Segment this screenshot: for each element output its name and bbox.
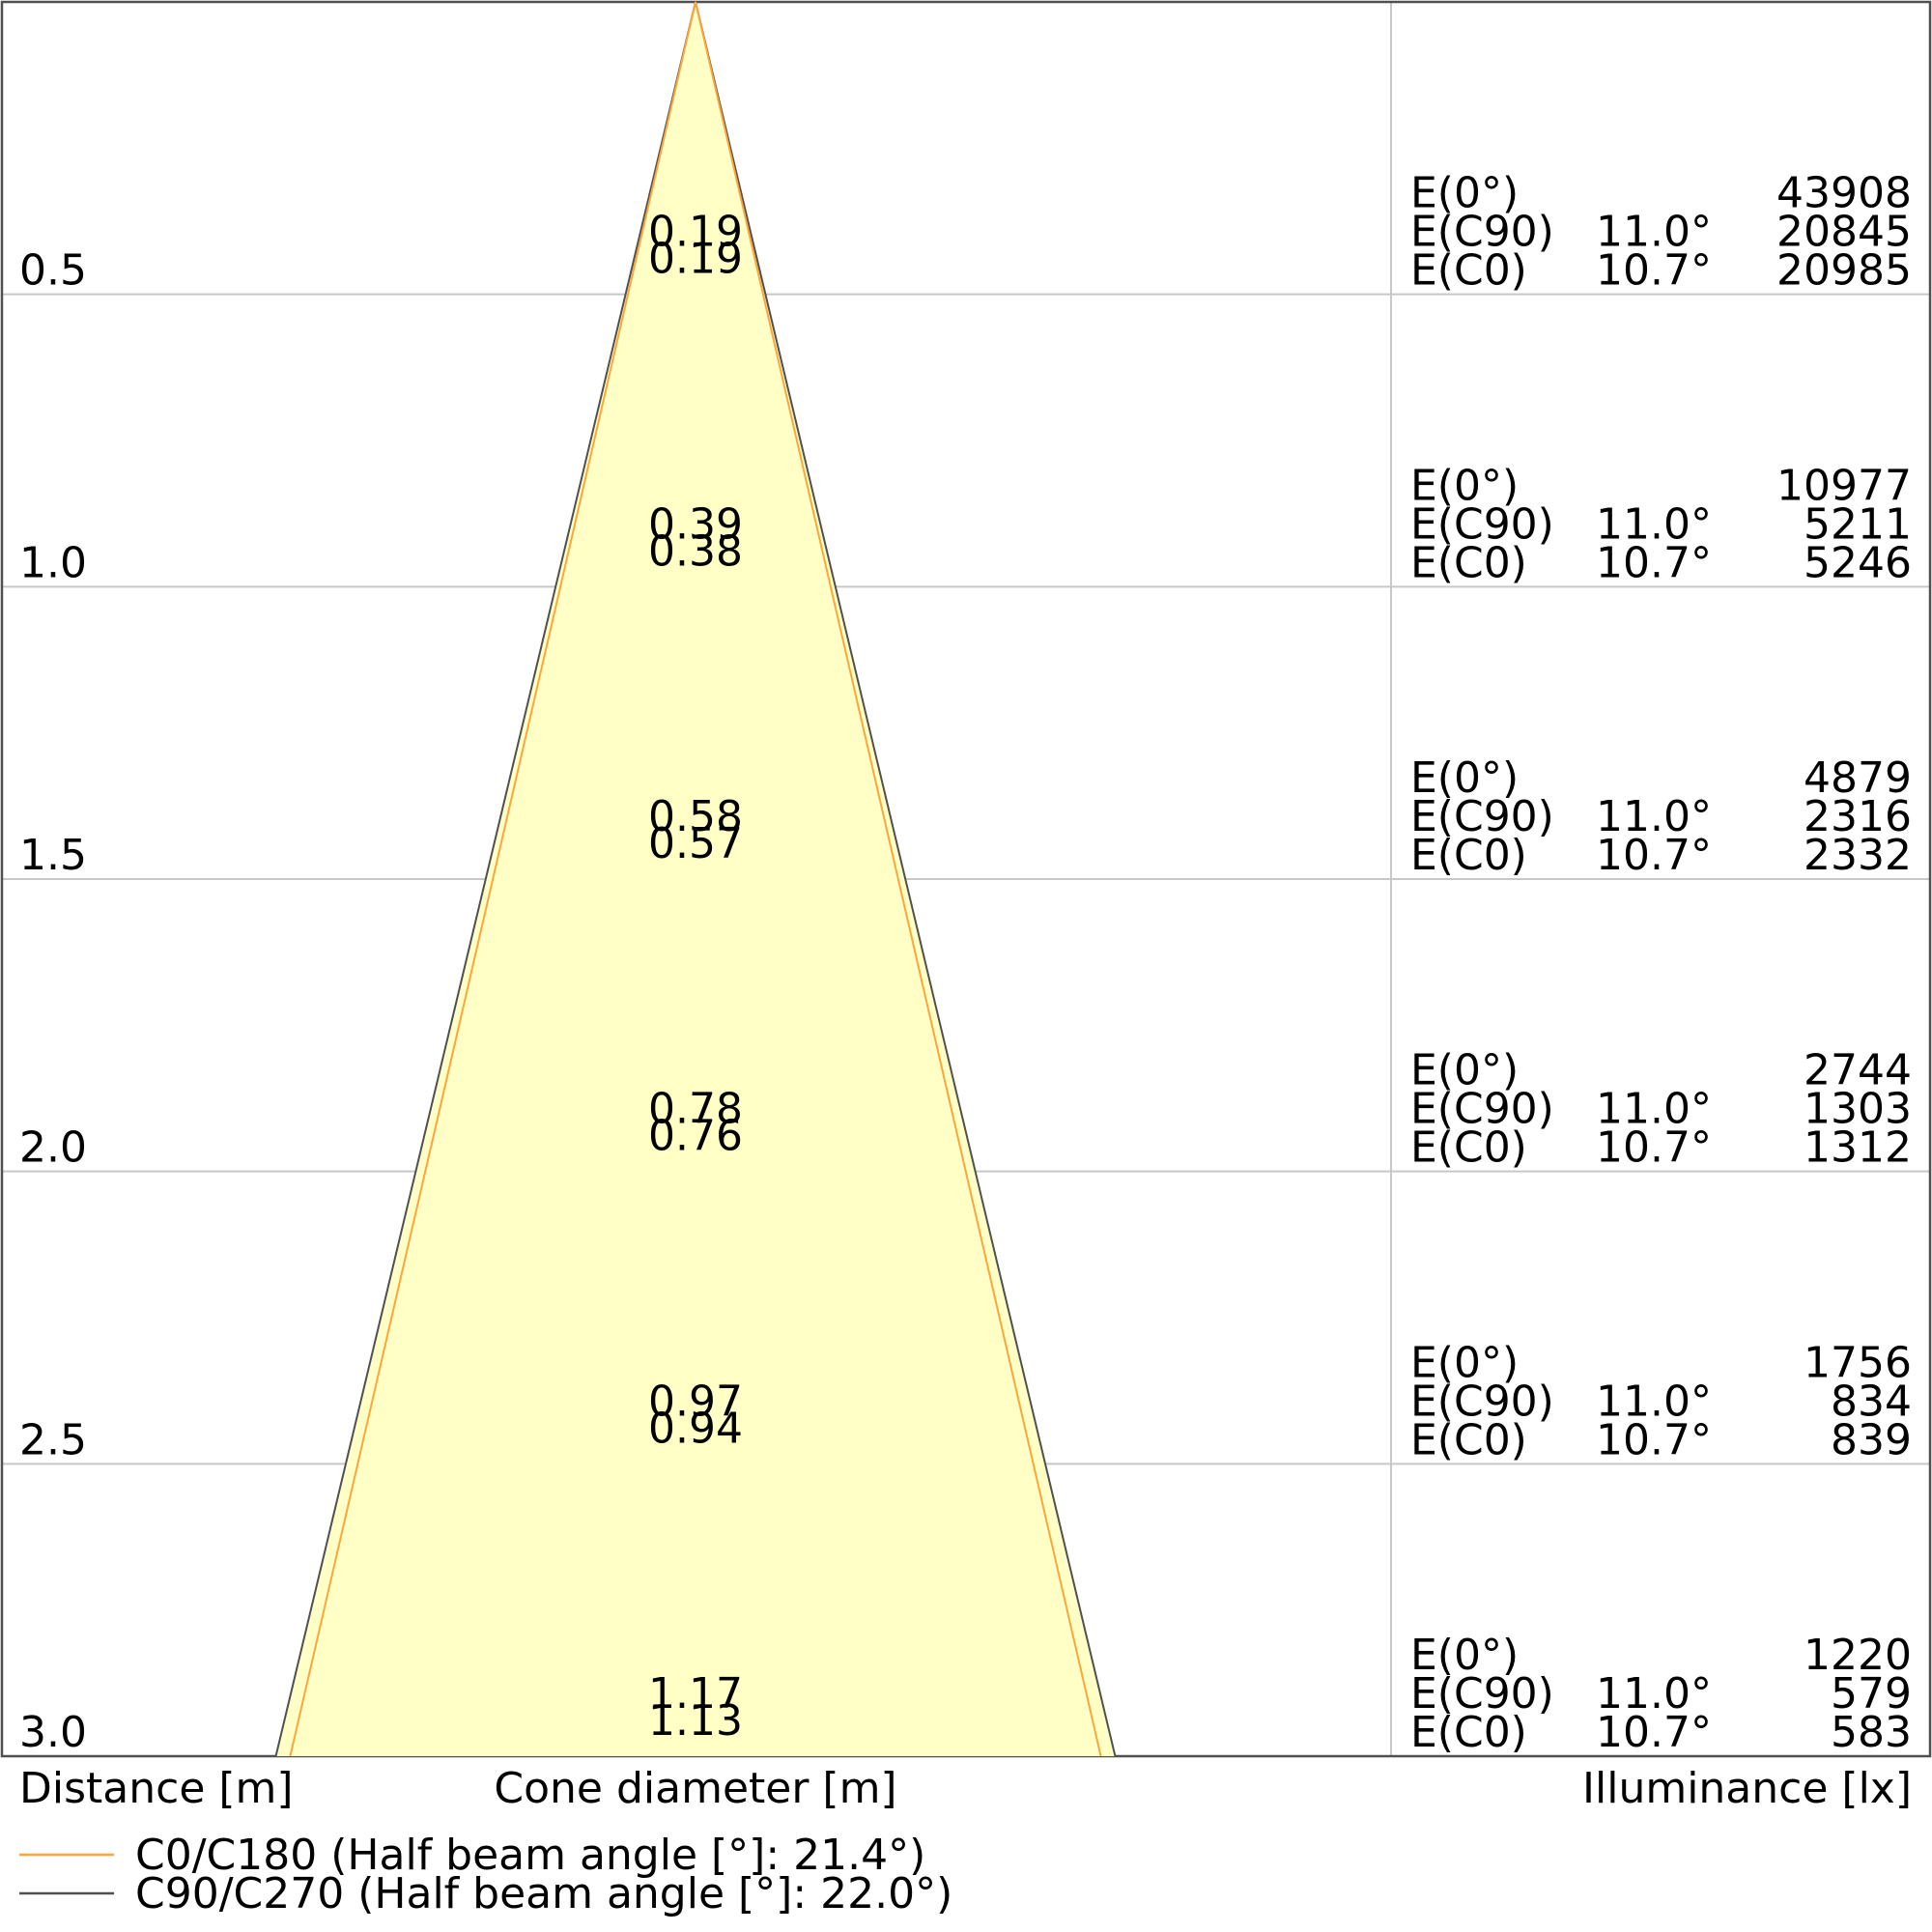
ec90-label: E(C90) (1410, 792, 1554, 841)
e0-label: E(0°) (1410, 1338, 1519, 1387)
ec0-label: E(C0) (1410, 1123, 1527, 1173)
legend-c90-label: C90/C270 (Half beam angle [°]: 22.0°) (135, 1869, 952, 1918)
ec90-label: E(C90) (1410, 1377, 1554, 1426)
ec0-label: E(C0) (1410, 1708, 1527, 1757)
e0-value: 1756 (1804, 1338, 1912, 1387)
c90-angle: 11.0° (1596, 792, 1712, 841)
distance-label: 2.0 (19, 1123, 87, 1173)
e0-value: 1220 (1804, 1631, 1912, 1680)
cone-diameter-c90: 0.19 (648, 208, 743, 257)
ec0-value: 20985 (1776, 246, 1912, 296)
c0-angle: 10.7° (1596, 538, 1712, 587)
ec90-value: 579 (1831, 1669, 1912, 1719)
ec0-label: E(C0) (1410, 246, 1527, 296)
ec90-label: E(C90) (1410, 499, 1554, 549)
cone-diameter-c0: 0.57 (648, 819, 743, 868)
cone-diameter-c0: 0.19 (648, 235, 743, 284)
ec90-value: 1303 (1804, 1085, 1912, 1134)
ec90-label: E(C90) (1410, 1669, 1554, 1719)
ec90-label: E(C90) (1410, 208, 1554, 257)
row-labels: 0.50.190.19E(0°)E(C90)E(C0)11.0°10.7°439… (19, 169, 1912, 1757)
cone-diameter-c90: 1.17 (648, 1669, 743, 1719)
cone-diameter-c0: 0.76 (648, 1112, 743, 1161)
ec0-label: E(C0) (1410, 1415, 1527, 1464)
cone-diameter-c90: 0.78 (648, 1085, 743, 1134)
e0-value: 2744 (1804, 1046, 1912, 1095)
e0-label: E(0°) (1410, 753, 1519, 803)
ec0-value: 583 (1831, 1708, 1912, 1757)
c90-angle: 11.0° (1596, 499, 1712, 549)
e0-value: 4879 (1804, 753, 1912, 803)
distance-label: 0.5 (19, 246, 87, 296)
c0-angle: 10.7° (1596, 1415, 1712, 1464)
e0-label: E(0°) (1410, 1631, 1519, 1680)
distance-label: 1.5 (19, 831, 87, 880)
c90-angle: 11.0° (1596, 1669, 1712, 1719)
cone-diameter-c0: 0.94 (648, 1404, 743, 1453)
legend: C0/C180 (Half beam angle [°]: 21.4°) C90… (19, 1831, 952, 1918)
c90-angle: 11.0° (1596, 1085, 1712, 1134)
c0-cone-edge (289, 1, 1102, 1757)
c0-angle: 10.7° (1596, 246, 1712, 296)
c0-angle: 10.7° (1596, 1708, 1712, 1757)
ec90-value: 20845 (1776, 208, 1912, 257)
e0-value: 10977 (1776, 461, 1912, 510)
e0-label: E(0°) (1410, 461, 1519, 510)
y-axis-label: Illuminance [lx] (1582, 1764, 1912, 1813)
ec90-label: E(C90) (1410, 1085, 1554, 1134)
ec0-label: E(C0) (1410, 831, 1527, 880)
beam-cone (274, 1, 1117, 1757)
distance-label: 3.0 (19, 1708, 87, 1757)
distance-label: 1.0 (19, 538, 87, 587)
ec0-value: 839 (1831, 1415, 1912, 1464)
ec90-value: 5211 (1804, 499, 1912, 549)
ec90-value: 834 (1831, 1377, 1912, 1426)
ec90-value: 2316 (1804, 792, 1912, 841)
cone-diameter-c90: 0.58 (648, 792, 743, 841)
c90-angle: 11.0° (1596, 208, 1712, 257)
ec0-value: 1312 (1804, 1123, 1912, 1173)
cone-fill (275, 2, 1116, 1756)
c90-angle: 11.0° (1596, 1377, 1712, 1426)
legend-c0-label: C0/C180 (Half beam angle [°]: 21.4°) (135, 1831, 925, 1880)
cone-diameter-c90: 0.97 (648, 1377, 743, 1426)
e0-label: E(0°) (1410, 1046, 1519, 1095)
c0-angle: 10.7° (1596, 831, 1712, 880)
cone-diameter-c0: 0.38 (648, 526, 743, 576)
ec0-value: 5246 (1804, 538, 1912, 587)
ec0-value: 2332 (1804, 831, 1912, 880)
x-axis-label: Distance [m] (19, 1764, 294, 1813)
c0-angle: 10.7° (1596, 1123, 1712, 1173)
cone-diameter-c0: 1.13 (648, 1696, 743, 1746)
cone-diameter-c90: 0.39 (648, 499, 743, 549)
cone-diameter-label: Cone diameter [m] (494, 1764, 896, 1813)
distance-label: 2.5 (19, 1415, 87, 1464)
e0-value: 43908 (1776, 169, 1912, 218)
e0-label: E(0°) (1410, 169, 1519, 218)
ec0-label: E(C0) (1410, 538, 1527, 587)
